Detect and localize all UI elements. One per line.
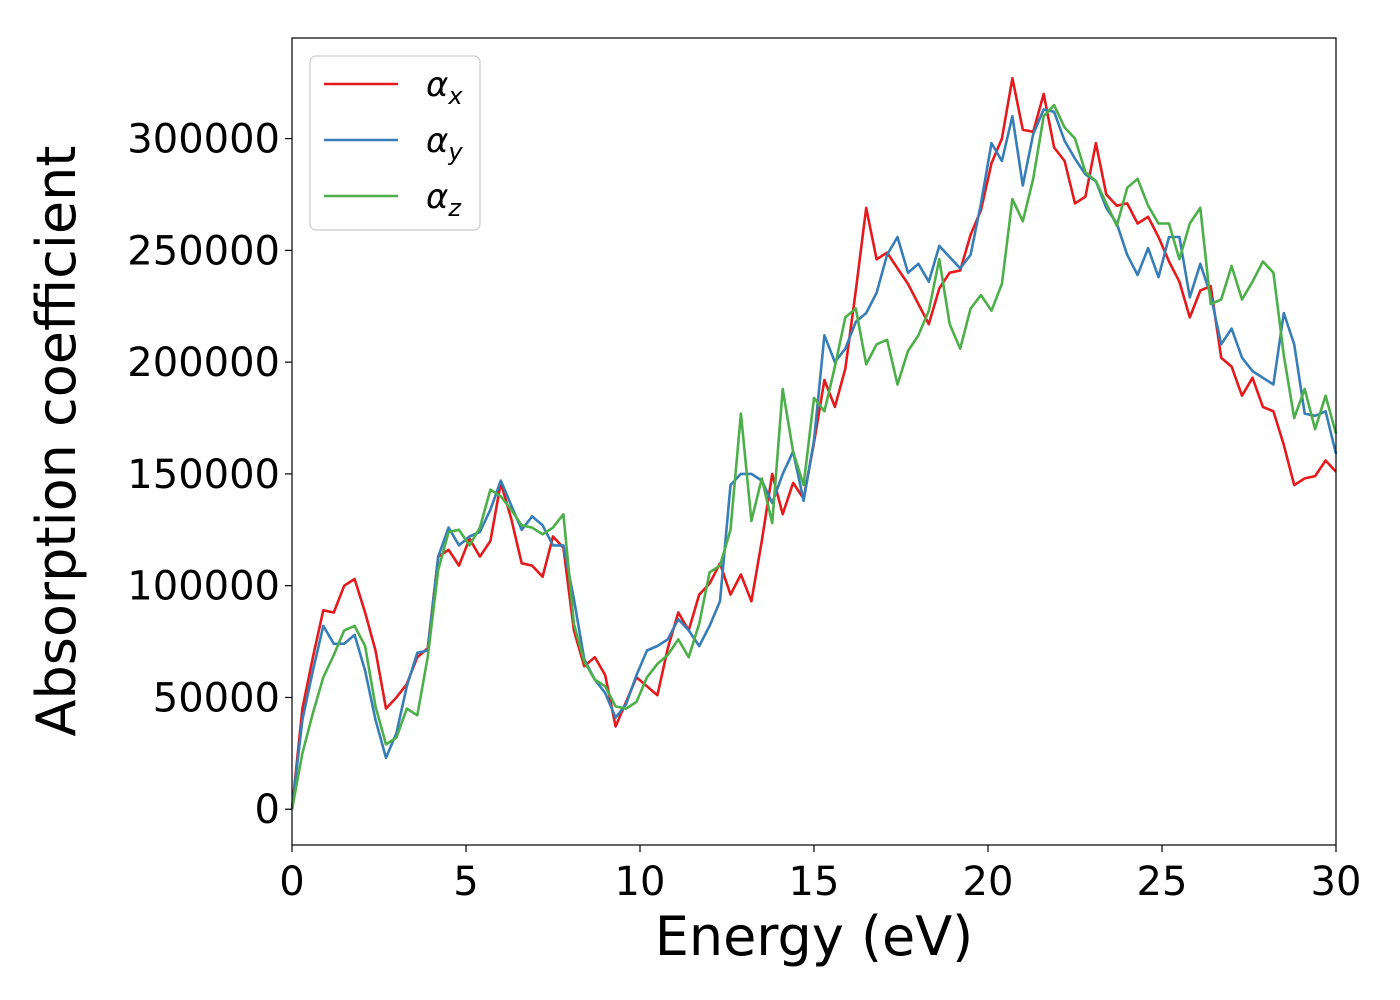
x-tick-label: 25 (1137, 859, 1188, 905)
y-tick-label: 300000 (127, 117, 280, 163)
x-tick-label: 20 (963, 859, 1014, 905)
y-tick-label: 0 (255, 787, 280, 833)
y-tick-label: 200000 (127, 340, 280, 386)
x-axis: 0 5 10 15 20 25 30 (279, 845, 1361, 905)
x-tick-label: 5 (453, 859, 478, 905)
legend: αx αy αz (309, 55, 481, 231)
y-tick-label: 50000 (153, 675, 280, 721)
x-tick-label: 15 (789, 859, 840, 905)
legend-label-z: αz (426, 177, 462, 222)
legend-label-y: αy (426, 121, 463, 166)
y-axis-title: Absorption coefficient (25, 146, 88, 737)
y-tick-label: 100000 (127, 564, 280, 610)
y-tick-label: 150000 (127, 452, 280, 498)
y-axis: 0 50000 100000 150000 200000 250000 300000 (127, 117, 292, 833)
series-line-z (290, 103, 1338, 810)
y-tick-label: 250000 (127, 228, 280, 274)
x-tick-label: 30 (1311, 859, 1362, 905)
x-axis-title: Energy (eV) (655, 905, 974, 968)
legend-label-x: αx (426, 65, 463, 110)
legend-box (309, 55, 481, 231)
series-layer (290, 76, 1338, 810)
x-tick-label: 0 (279, 859, 304, 905)
x-tick-label: 10 (615, 859, 666, 905)
